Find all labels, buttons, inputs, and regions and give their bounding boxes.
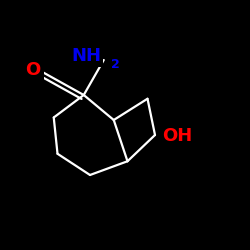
Text: OH: OH bbox=[162, 127, 193, 145]
Text: NH: NH bbox=[71, 47, 101, 65]
Text: 2: 2 bbox=[111, 58, 120, 71]
Text: O: O bbox=[25, 61, 40, 79]
